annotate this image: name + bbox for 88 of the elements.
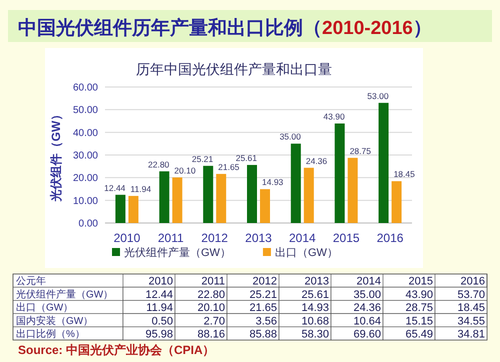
data-label: 43.90 [405, 288, 433, 301]
data-label: 95.98 [145, 328, 173, 340]
y-tick-label: 出口（GW） [16, 302, 74, 314]
data-label: 25.61 [301, 288, 329, 301]
data-label: 53.70 [457, 288, 485, 301]
x-tick-label: 2014 [356, 276, 381, 288]
y-tick-label: 20.00 [72, 173, 98, 184]
bar [203, 166, 214, 223]
data-label: 20.10 [197, 302, 225, 314]
bar [392, 181, 402, 223]
x-tick-label: 2011 [158, 231, 184, 245]
y-tick-label: 40.00 [72, 128, 98, 139]
data-label: 25.21 [249, 288, 277, 301]
source-note: Source: 中国光伏产业协会（CPIA） [18, 343, 215, 357]
y-tick-label: 10.00 [72, 196, 98, 207]
x-tick-label: 2010 [114, 231, 141, 245]
data-label: 28.75 [350, 146, 372, 156]
data-label: 3.56 [256, 315, 277, 328]
x-tick-label: 2016 [460, 276, 485, 288]
chart-subtitle: 历年中国光伏组件产量和出口量 [136, 61, 332, 77]
data-label: 10.64 [353, 315, 381, 328]
data-label: 88.16 [197, 328, 225, 340]
data-label: 11.94 [130, 184, 152, 194]
data-label: 43.90 [323, 111, 345, 122]
x-tick-label: 2013 [245, 231, 272, 245]
y-tick-label: 光伏组件产量（GW） [16, 288, 114, 300]
x-tick-label: 2010 [148, 276, 173, 288]
x-axis-title: 公元年 [16, 275, 46, 288]
data-label: 21.65 [249, 302, 277, 314]
data-label: 2.70 [204, 315, 225, 328]
data-label: 15.15 [405, 315, 433, 328]
data-label: 10.68 [301, 315, 329, 328]
data-label: 22.80 [148, 159, 170, 170]
legend-label: 光伏组件产量（GW） [124, 246, 231, 259]
data-label: 12.44 [145, 288, 173, 301]
bar [378, 102, 389, 223]
data-label: 18.45 [394, 169, 416, 180]
data-label: 85.88 [249, 328, 277, 340]
y-axis-title: 光伏组件（GW） [49, 108, 63, 202]
data-label: 25.21 [192, 154, 214, 164]
bar [334, 123, 345, 223]
y-tick-label: 60.00 [72, 82, 98, 94]
y-tick-label: 0.00 [78, 218, 98, 230]
data-label: 35.00 [353, 288, 381, 301]
x-tick-label: 2014 [289, 231, 316, 245]
chart-title: 中国光伏组件历年产量和出口比例（2010-2016） [18, 17, 432, 39]
y-tick-label: 国内安装（GW） [16, 314, 94, 327]
x-tick-label: 2016 [376, 231, 404, 245]
bar [128, 196, 138, 223]
data-label: 58.30 [301, 328, 329, 340]
data-label: 11.94 [146, 302, 173, 314]
x-tick-label: 2011 [201, 276, 225, 288]
x-tick-label: 2012 [201, 231, 228, 245]
legend-label: 出口（GW） [274, 246, 338, 259]
data-label: 12.44 [104, 182, 126, 193]
data-label: 21.65 [218, 162, 240, 172]
data-label: 14.93 [301, 302, 329, 314]
y-tick-label: 50.00 [72, 105, 98, 116]
data-label: 34.81 [457, 328, 485, 340]
data-label: 65.49 [405, 328, 433, 340]
bar [216, 174, 226, 223]
bar [247, 164, 257, 223]
bar [159, 171, 170, 223]
data-label: 34.55 [457, 315, 485, 328]
x-tick-label: 2013 [304, 276, 329, 288]
data-label: 28.75 [405, 302, 433, 314]
y-tick-label: 出口比例（%） [16, 328, 85, 340]
bar [115, 194, 126, 223]
data-label: 0.50 [152, 315, 173, 328]
data-label: 24.36 [353, 302, 381, 314]
data-label: 25.61 [236, 152, 258, 163]
bar [260, 189, 270, 223]
bar [348, 158, 358, 223]
x-tick-label: 2012 [252, 276, 277, 288]
y-tick-label: 30.00 [72, 150, 98, 162]
bar [172, 177, 182, 223]
x-tick-label: 2015 [408, 276, 433, 288]
data-label: 24.36 [306, 156, 328, 166]
data-label: 69.60 [353, 328, 381, 340]
data-label: 14.93 [262, 177, 284, 188]
data-label: 22.80 [197, 288, 225, 301]
data-label: 20.10 [174, 165, 196, 176]
data-label: 18.45 [457, 302, 485, 314]
bar [304, 168, 314, 223]
x-tick-label: 2015 [332, 231, 360, 245]
data-label: 53.00 [367, 90, 389, 101]
data-label: 35.00 [280, 132, 302, 142]
bar [290, 144, 301, 223]
